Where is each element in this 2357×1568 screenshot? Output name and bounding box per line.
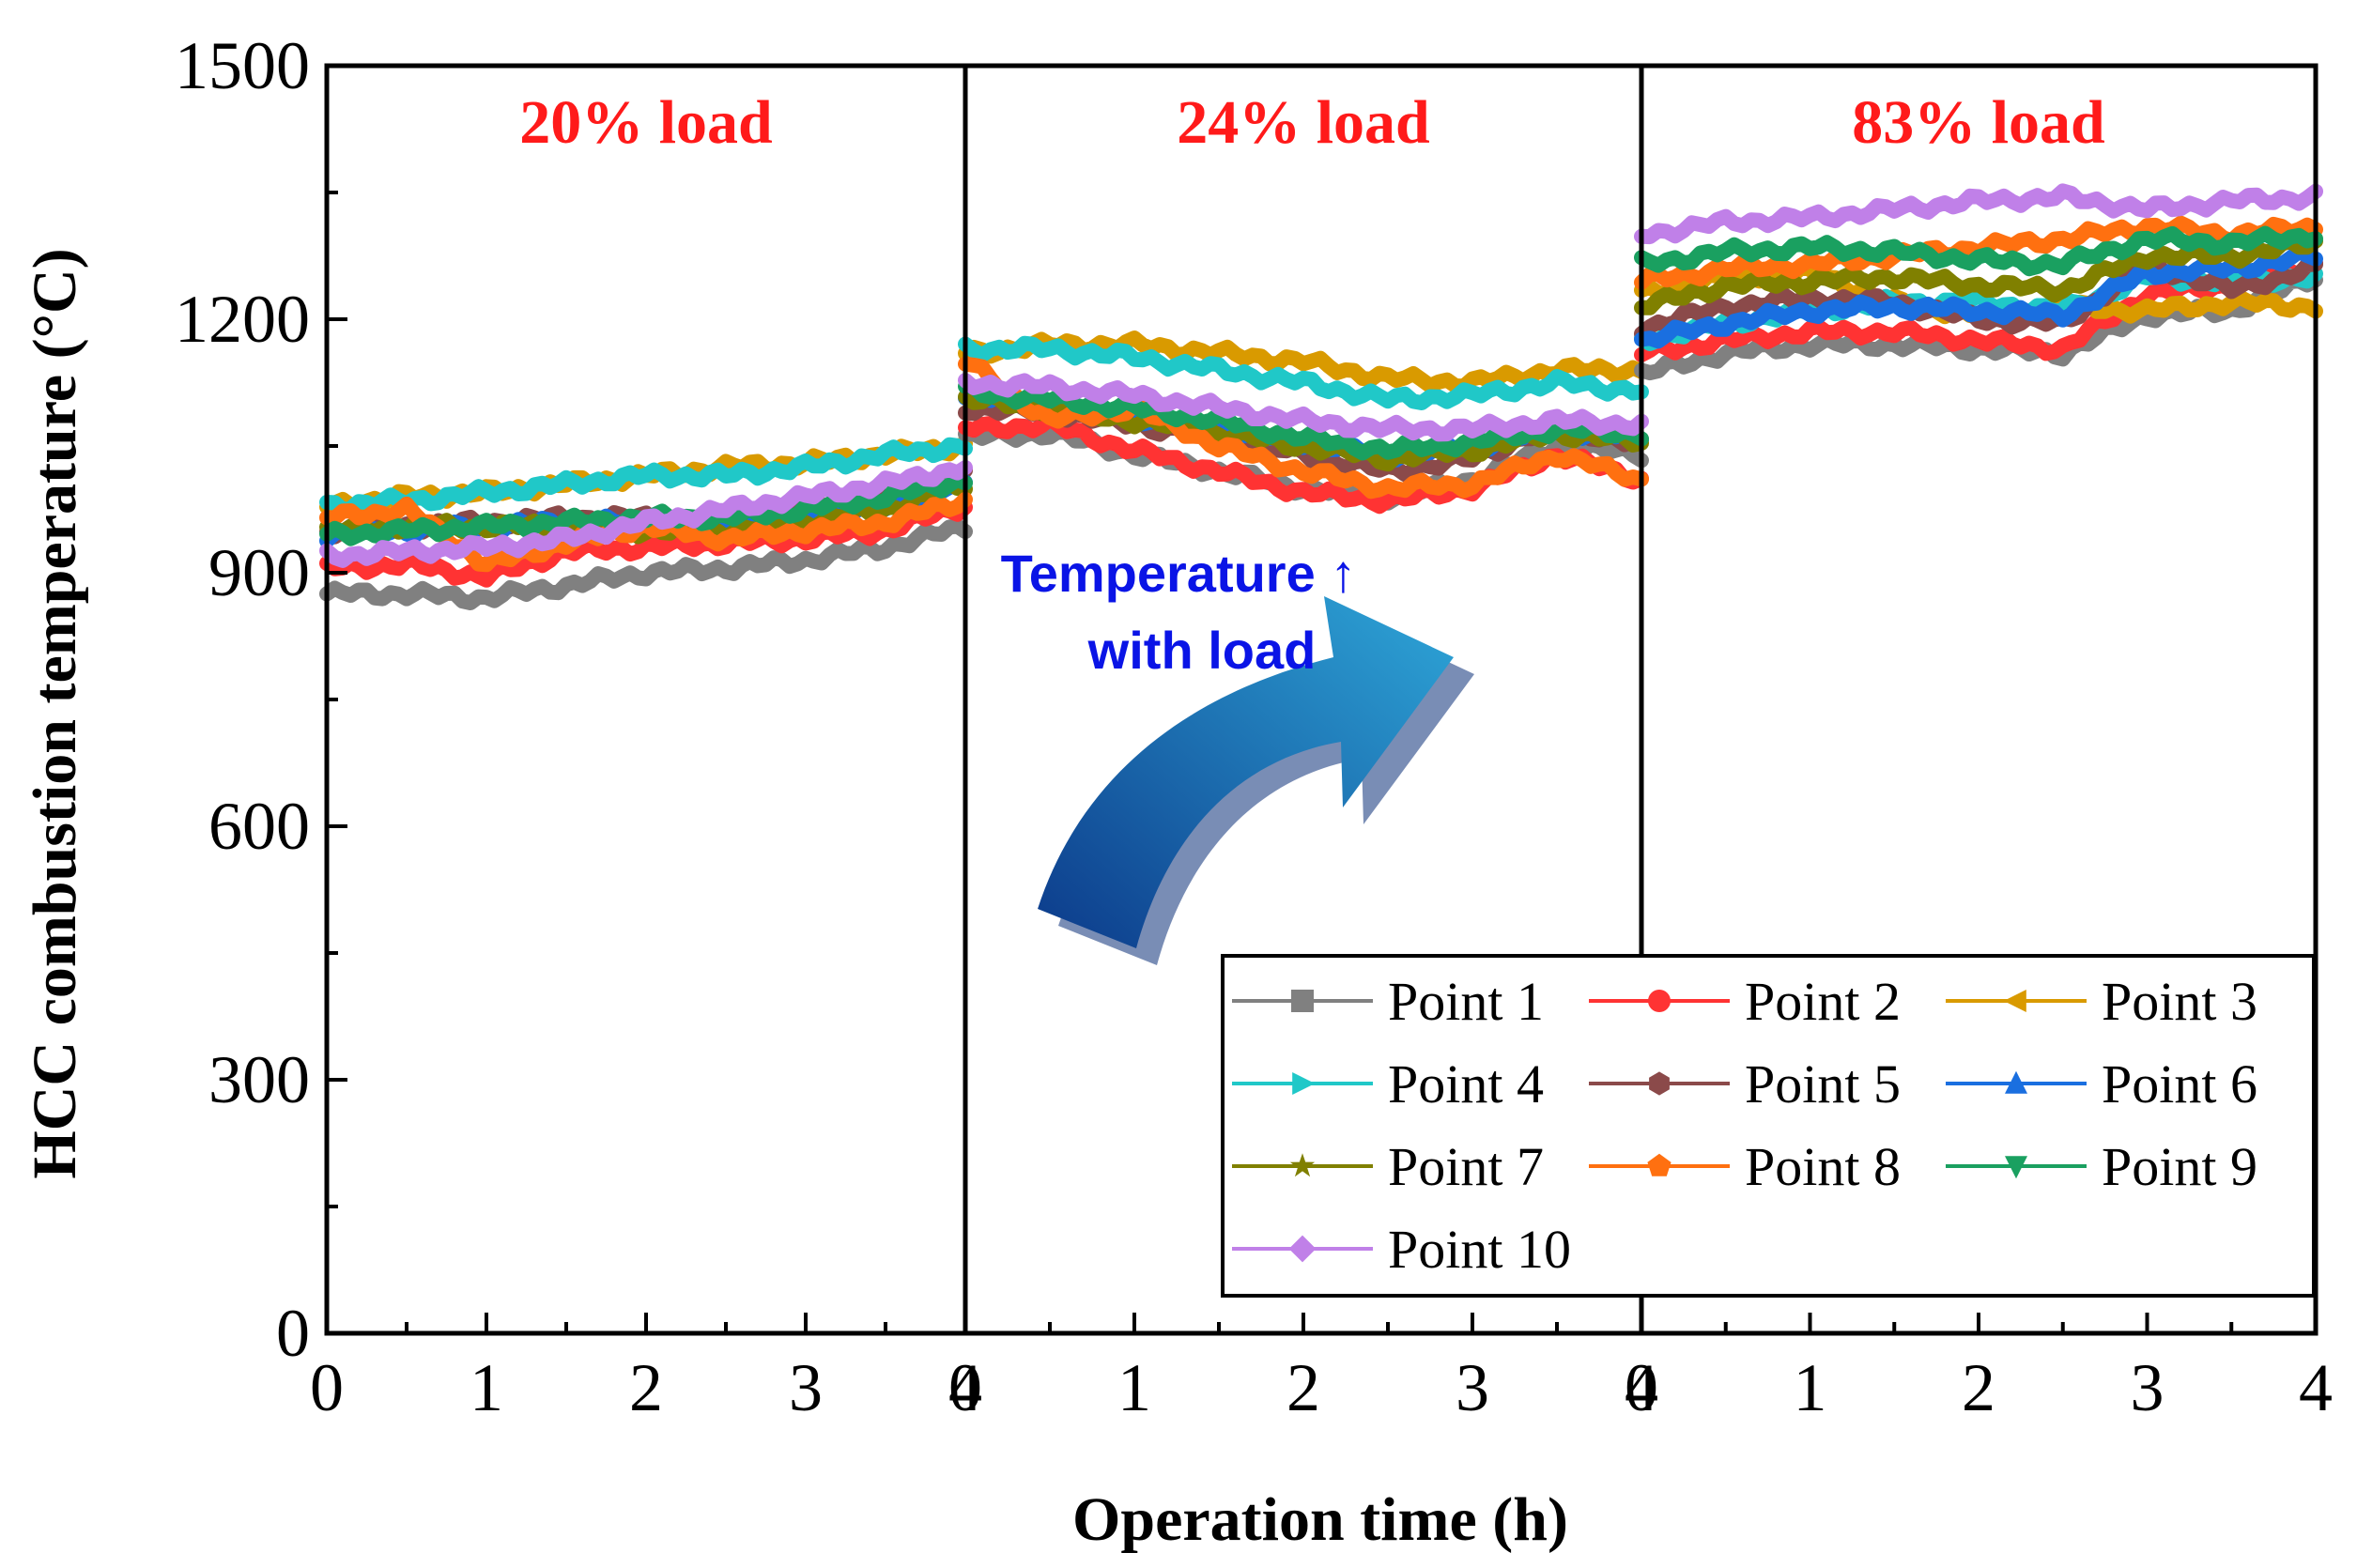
- annotation-line-1: Temperature ↑: [1001, 544, 1357, 603]
- legend-label-point-6: Point 6: [2102, 1053, 2257, 1115]
- x-tick-label: 2: [629, 1350, 663, 1425]
- series-line-point-10-panel-1: [319, 460, 973, 568]
- legend-marker-point-1: [1291, 990, 1314, 1012]
- legend-box: [1221, 954, 2316, 1298]
- y-tick-label: 600: [208, 789, 310, 864]
- y-tick-label: 1200: [175, 282, 310, 357]
- x-tick-label: 1: [1794, 1350, 1827, 1425]
- x-tick-label: 4: [2299, 1350, 2333, 1425]
- legend-label-point-9: Point 9: [2102, 1136, 2257, 1197]
- legend-label-point-2: Point 2: [1745, 971, 1901, 1032]
- x-tick-label: 2: [1962, 1350, 1995, 1425]
- x-axis: 0 1 2 3 40 1 2 3 40 1 2 3 4: [310, 1313, 2333, 1425]
- series-line-point-3-panel-2: [958, 331, 1649, 394]
- y-tick-label: 900: [208, 535, 310, 610]
- y-tick-label: 1500: [175, 28, 310, 103]
- x-tick-label: 0: [310, 1350, 344, 1425]
- panel-title-1: 20% load: [519, 88, 773, 157]
- legend-marker-point-4: [1292, 1072, 1316, 1095]
- series-line-point-4-panel-2: [958, 335, 1649, 410]
- series-line-point-10-panel-3: [1634, 183, 2323, 245]
- panel-frame-1: [324, 63, 968, 1336]
- x-tick-label: 0: [1625, 1350, 1658, 1425]
- series-line-point-6-panel-3: [1634, 244, 2323, 349]
- legend-label-point-10: Point 10: [1388, 1219, 1571, 1280]
- series-line-point-10-panel-2: [958, 373, 1649, 442]
- annotation: Temperature ↑ with load: [1001, 544, 1357, 680]
- y-axis: 0 300 600 900 1200 1500: [175, 28, 347, 1371]
- panel-title-2: 24% load: [1177, 88, 1430, 157]
- series-line-point-7-panel-3: [1634, 233, 2323, 315]
- legend-label-point-4: Point 4: [1388, 1053, 1544, 1115]
- legend-label-point-7: Point 7: [1388, 1136, 1544, 1197]
- panel-title-3: 83% load: [1852, 88, 2105, 157]
- legend-marker-point-7: [1289, 1153, 1316, 1177]
- legend-marker-point-8: [1647, 1153, 1671, 1176]
- x-tick-label: 1: [1117, 1350, 1151, 1425]
- annotation-line-2: with load: [1087, 621, 1317, 680]
- panel-titles: 20% load 24% load 83% load: [519, 88, 2105, 157]
- legend-marker-point-10: [1288, 1235, 1317, 1263]
- x-tick-label: 2: [1286, 1350, 1320, 1425]
- series-line-point-2-panel-3: [1634, 255, 2323, 362]
- x-axis-title: Operation time (h): [1072, 1485, 1568, 1554]
- legend-marker-point-3: [2003, 990, 2026, 1012]
- series-line-point-1-panel-1: [319, 518, 973, 610]
- y-tick-label: 0: [276, 1296, 310, 1371]
- series-line-point-9-panel-3: [1634, 225, 2323, 277]
- trend-arrow-icon: [1038, 596, 1474, 965]
- legend-marker-point-5: [1649, 1071, 1670, 1096]
- series-line-point-4-panel-1: [319, 437, 973, 517]
- series-layer: [319, 183, 2323, 610]
- legend-marker-point-2: [1648, 990, 1671, 1012]
- x-tick-label: 4: [1625, 1350, 1658, 1425]
- legend-label-point-5: Point 5: [1745, 1053, 1901, 1115]
- legend: Point 1 Point 2 Point 3 Point 4 Point 5 Point…: [1221, 954, 2316, 1298]
- legend-marker-point-6: [2005, 1070, 2027, 1094]
- legend-marker-point-9: [2005, 1156, 2027, 1179]
- legend-label-point-1: Point 1: [1388, 971, 1544, 1032]
- x-tick-label: 4: [948, 1350, 982, 1425]
- series-line-point-5-panel-3: [1634, 254, 2323, 342]
- x-tick-label: 1: [470, 1350, 503, 1425]
- legend-label-point-8: Point 8: [1745, 1136, 1901, 1197]
- x-tick-label: 0: [948, 1350, 982, 1425]
- y-axis-title: HCC combustion temperature (°C): [21, 248, 89, 1178]
- x-tick-label: 3: [1456, 1350, 1489, 1425]
- x-tick-label: 3: [789, 1350, 823, 1425]
- y-tick-label: 300: [208, 1042, 310, 1117]
- legend-label-point-3: Point 3: [2102, 971, 2257, 1032]
- x-tick-label: 3: [2131, 1350, 2164, 1425]
